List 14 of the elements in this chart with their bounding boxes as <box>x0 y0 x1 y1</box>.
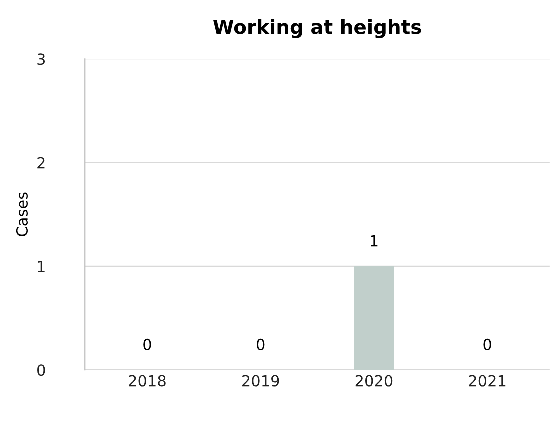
data-label: 0 <box>144 338 152 350</box>
x-tick-label: 2018 <box>129 375 166 387</box>
data-label: 1 <box>371 235 378 247</box>
y-tick-label: 0 <box>38 364 46 376</box>
y-axis-title: Cases <box>16 192 28 236</box>
x-tick-label: 2021 <box>469 375 506 387</box>
chart-title: Working at heights <box>213 19 422 38</box>
y-tick-label: 3 <box>38 54 46 66</box>
x-tick-label: 2020 <box>356 375 393 387</box>
y-tick-label: 1 <box>38 261 45 272</box>
y-tick-label: 2 <box>38 157 45 169</box>
data-label: 0 <box>256 338 265 350</box>
x-tick-label: 2019 <box>242 375 280 387</box>
data-label: 0 <box>484 338 492 350</box>
